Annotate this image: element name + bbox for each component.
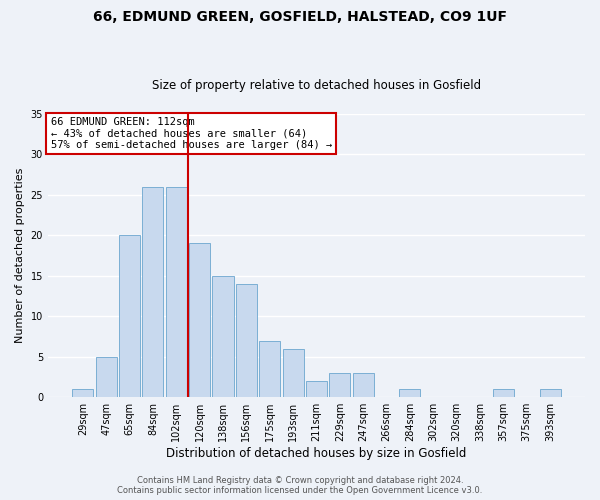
Bar xyxy=(493,389,514,397)
Text: 66, EDMUND GREEN, GOSFIELD, HALSTEAD, CO9 1UF: 66, EDMUND GREEN, GOSFIELD, HALSTEAD, CO… xyxy=(93,10,507,24)
Bar xyxy=(212,276,233,397)
Bar xyxy=(95,357,117,397)
Bar xyxy=(73,389,94,397)
Bar xyxy=(400,389,421,397)
Text: Contains HM Land Registry data © Crown copyright and database right 2024.
Contai: Contains HM Land Registry data © Crown c… xyxy=(118,476,482,495)
Bar xyxy=(259,340,280,397)
Bar xyxy=(283,348,304,397)
Title: Size of property relative to detached houses in Gosfield: Size of property relative to detached ho… xyxy=(152,79,481,92)
Bar xyxy=(353,373,374,397)
Y-axis label: Number of detached properties: Number of detached properties xyxy=(15,168,25,344)
Bar xyxy=(189,244,210,397)
Text: 66 EDMUND GREEN: 112sqm
← 43% of detached houses are smaller (64)
57% of semi-de: 66 EDMUND GREEN: 112sqm ← 43% of detache… xyxy=(50,117,332,150)
Bar xyxy=(236,284,257,397)
Bar xyxy=(306,381,327,397)
Bar xyxy=(329,373,350,397)
Bar xyxy=(119,236,140,397)
Bar xyxy=(539,389,560,397)
Bar xyxy=(166,187,187,397)
X-axis label: Distribution of detached houses by size in Gosfield: Distribution of detached houses by size … xyxy=(166,447,467,460)
Bar xyxy=(142,187,163,397)
